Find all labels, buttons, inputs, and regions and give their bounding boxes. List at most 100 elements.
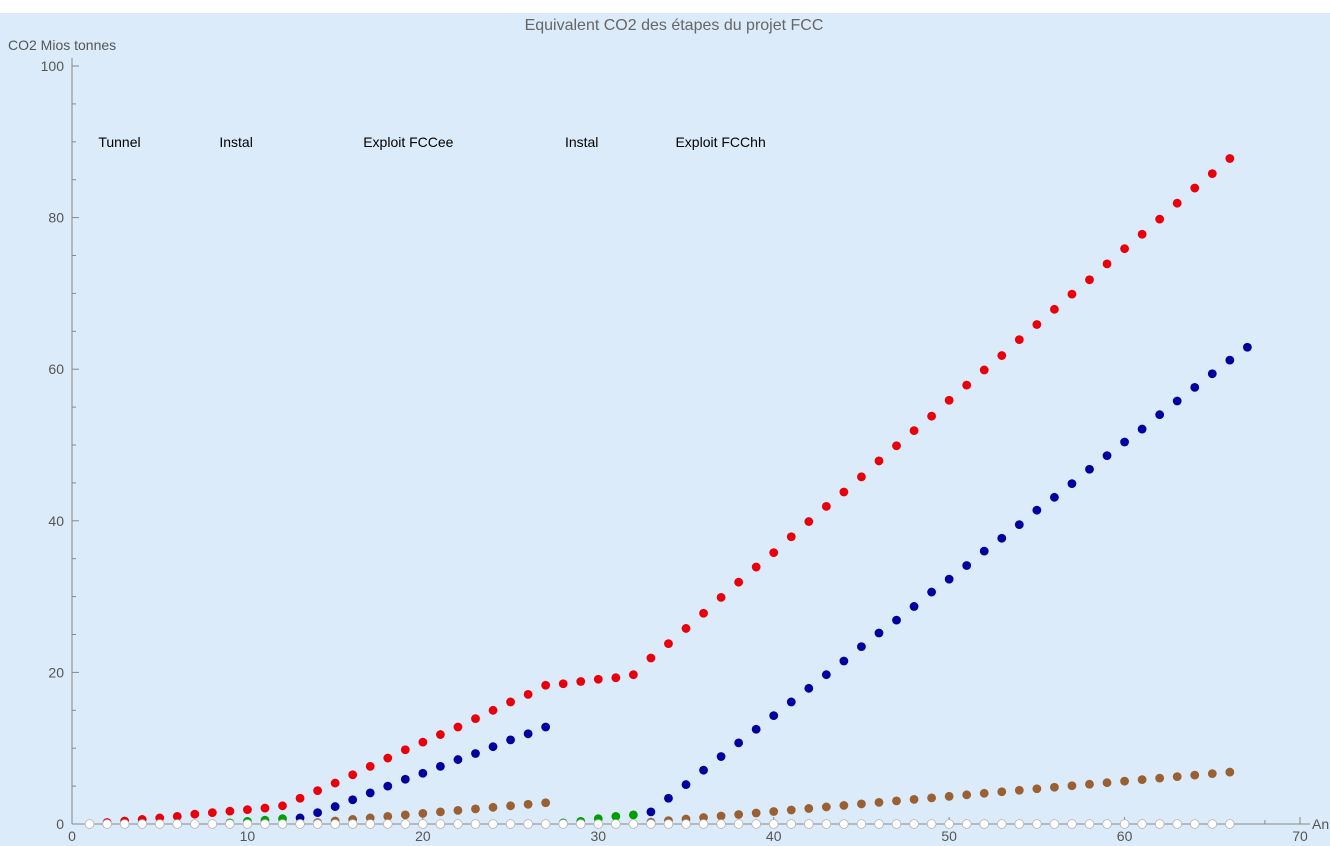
data-point [664, 639, 673, 648]
data-point [628, 670, 638, 680]
data-point [734, 810, 744, 819]
data-point [997, 351, 1007, 360]
data-point [892, 441, 901, 451]
data-point [1032, 505, 1042, 515]
data-point [541, 798, 551, 808]
data-point [734, 738, 744, 748]
data-point [1120, 244, 1129, 254]
stage-annotation: Tunnel [98, 134, 140, 150]
data-points [84, 154, 1252, 829]
stage-annotations: Tunnel Instal Exploit FCCee Instal Exploit F… [98, 134, 765, 150]
data-point [383, 812, 393, 821]
data-point [1050, 304, 1059, 314]
data-point [260, 803, 270, 813]
data-point [1190, 770, 1200, 780]
data-point [786, 697, 796, 707]
data-point [1014, 335, 1024, 345]
data-point [996, 819, 1007, 829]
data-point [453, 722, 463, 732]
data-point [506, 801, 515, 811]
data-point [874, 797, 884, 807]
data-point [892, 615, 901, 625]
data-point [383, 781, 393, 791]
data-point [523, 689, 533, 699]
data-point [769, 548, 779, 558]
data-point [1102, 451, 1112, 461]
data-point [190, 819, 200, 829]
data-point [804, 517, 814, 526]
data-point [540, 819, 551, 829]
data-point [330, 819, 340, 829]
data-point [1032, 320, 1042, 329]
data-point [874, 628, 884, 638]
data-point [751, 724, 761, 734]
data-point [471, 804, 480, 814]
data-point [927, 587, 936, 597]
data-point [716, 752, 726, 761]
data-point [470, 819, 481, 829]
data-point [962, 561, 972, 570]
data-point [400, 745, 410, 755]
data-point [435, 819, 446, 829]
data-point [839, 656, 849, 666]
data-point [436, 761, 445, 771]
data-point [909, 819, 919, 829]
data-point [365, 788, 375, 798]
data-point [734, 577, 744, 587]
data-point [1207, 369, 1217, 379]
data-point [365, 761, 375, 771]
data-point [1084, 819, 1095, 829]
data-point [786, 532, 796, 542]
data-point [1050, 492, 1059, 502]
data-point [611, 812, 621, 821]
data-point [505, 819, 516, 829]
stage-annotation: Exploit FCChh [675, 134, 765, 150]
data-point [1014, 819, 1025, 829]
x-tick-label: 50 [941, 828, 957, 844]
data-point [1032, 784, 1042, 794]
data-point [330, 802, 340, 811]
data-point [1155, 214, 1165, 224]
data-point [1242, 342, 1252, 352]
data-point [1137, 229, 1147, 239]
data-point [681, 780, 691, 789]
data-point [137, 819, 147, 829]
data-point [874, 819, 884, 829]
data-point [1032, 819, 1042, 829]
data-point [453, 819, 463, 829]
data-point [997, 787, 1007, 797]
x-tick-label: 70 [1292, 828, 1308, 844]
data-point [436, 730, 445, 739]
data-point [295, 819, 305, 829]
data-point [382, 819, 393, 829]
data-point [1190, 183, 1200, 193]
data-point [295, 793, 305, 803]
data-point [312, 819, 323, 829]
data-point [313, 808, 322, 818]
data-point [1137, 819, 1147, 829]
plot-background [0, 13, 1330, 846]
data-point [1067, 781, 1077, 791]
data-point [1067, 819, 1077, 829]
data-point [821, 802, 831, 812]
data-point [1120, 776, 1129, 786]
data-point [1067, 479, 1077, 489]
data-point [506, 697, 515, 707]
data-point [418, 768, 428, 778]
data-point [1225, 355, 1235, 365]
data-point [803, 819, 814, 829]
data-point [453, 805, 463, 815]
data-point [418, 808, 428, 818]
data-point [1172, 198, 1182, 208]
data-point [1190, 382, 1200, 392]
data-point [418, 737, 428, 747]
data-point [1102, 778, 1112, 788]
y-axis-label: CO2 Mios tonnes [8, 37, 116, 53]
data-point [1119, 819, 1130, 829]
data-point [313, 786, 322, 796]
data-point [961, 819, 972, 829]
data-point [348, 795, 358, 805]
data-point [628, 810, 638, 820]
data-point [1085, 464, 1094, 474]
y-tick-label: 80 [48, 210, 64, 226]
